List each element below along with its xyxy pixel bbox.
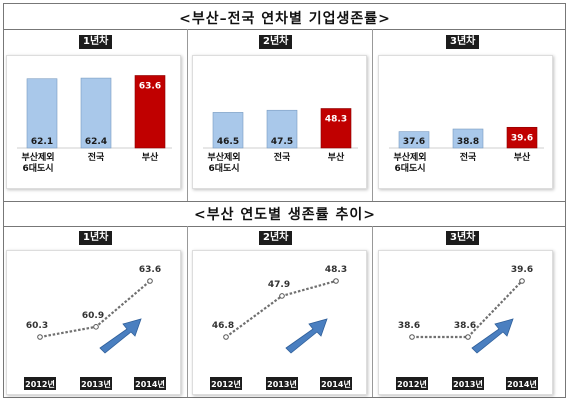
table-frame: [3, 3, 566, 398]
year-tab: [266, 377, 298, 390]
divider: [4, 226, 566, 227]
category-label: 부산제외: [393, 151, 426, 163]
data-point: [519, 278, 525, 284]
point-value-label: 38.6: [398, 321, 420, 331]
category-label: 6대도시: [208, 162, 239, 174]
badge-year1-top: 1년차: [79, 35, 113, 49]
bar-value-label: 39.6: [511, 133, 533, 143]
data-point: [93, 324, 99, 330]
x-tick-label: 2014년: [321, 379, 351, 389]
bar: [26, 78, 58, 149]
divider: [4, 201, 566, 202]
trend-arrow-icon: [99, 318, 142, 354]
category-label: 부산제외: [207, 151, 240, 163]
bar: [452, 128, 484, 149]
trend-arrow-icon: [471, 318, 514, 354]
bar: [134, 75, 166, 149]
bar-chart-year1: 62.1 부산제외 6대도시 62.4 전국 63.6 부산: [6, 55, 181, 189]
x-tick-label: 2012년: [211, 379, 241, 389]
column-divider: [372, 29, 373, 201]
category-label: 부산: [328, 151, 345, 163]
data-point: [279, 293, 285, 299]
column-divider: [372, 226, 373, 397]
line-chart-year3: 38.6 38.6 39.6 2012년 2013년 2014년: [378, 250, 553, 395]
point-value-label: 63.6: [139, 265, 161, 275]
category-label: 부산: [142, 151, 159, 163]
bar: [266, 109, 298, 149]
bottom-title: <부산 연도별 생존률 추이>: [194, 207, 376, 223]
year-tab: [210, 377, 242, 390]
category-label: 6대도시: [22, 162, 53, 174]
data-point: [147, 278, 153, 284]
year-tab: [134, 377, 166, 390]
year-tab: [452, 377, 484, 390]
point-value-label: 38.6: [454, 321, 476, 331]
category-label: 부산: [514, 151, 531, 163]
data-point: [37, 334, 43, 340]
bar-chart-year2: 46.5 부산제외 6대도시 47.5 전국 48.3 부산: [192, 55, 367, 189]
badge-year3-bottom: 3년차: [446, 231, 480, 245]
badge-year3-top: 3년차: [446, 35, 480, 49]
badge-year1-bottom: 1년차: [79, 231, 113, 245]
point-value-label: 46.8: [212, 321, 234, 331]
trend-arrow-icon: [285, 318, 328, 354]
line-chart-svg: 46.8 47.9 48.3 2012년 2013년 2014년: [210, 265, 352, 390]
column-divider: [187, 29, 188, 201]
year-tab: [320, 377, 352, 390]
badge-year2-bottom: 2년차: [259, 231, 293, 245]
point-value-label: 47.9: [268, 280, 290, 290]
category-label: 전국: [88, 151, 105, 163]
divider: [4, 29, 566, 30]
point-value-label: 60.3: [26, 321, 48, 331]
category-label: 부산제외: [21, 151, 54, 163]
bar-value-label: 63.6: [139, 81, 161, 91]
x-tick-label: 2014년: [135, 379, 165, 389]
data-point: [223, 334, 229, 340]
bar-value-label: 37.6: [403, 137, 425, 147]
year-tab: [506, 377, 538, 390]
bar-value-label: 47.5: [271, 137, 293, 147]
column-divider: [187, 226, 188, 397]
line-chart-year2: 46.8 47.9 48.3 2012년 2013년 2014년: [192, 250, 367, 395]
point-value-label: 48.3: [325, 265, 347, 275]
x-tick-label: 2013년: [81, 379, 111, 389]
badge-year2-top: 2년차: [259, 35, 293, 49]
data-point: [333, 278, 339, 284]
line-chart-svg: 60.3 60.9 63.6 2012년 2013년 2014년: [24, 265, 166, 390]
line-chart-year1: 60.3 60.9 63.6 2012년 2013년 2014년: [6, 250, 181, 395]
bar: [212, 112, 244, 149]
bar-value-label: 46.5: [217, 137, 239, 147]
point-value-label: 39.6: [511, 265, 533, 275]
year-tab: [24, 377, 56, 390]
x-tick-label: 2012년: [397, 379, 427, 389]
point-value-label: 60.9: [82, 311, 104, 321]
x-tick-label: 2013년: [453, 379, 483, 389]
bar-value-label: 38.8: [457, 137, 479, 147]
bar: [506, 126, 538, 149]
bar-value-label: 48.3: [325, 115, 347, 125]
category-label: 전국: [460, 151, 477, 163]
category-label: 전국: [274, 151, 291, 163]
bar-value-label: 62.4: [85, 137, 107, 147]
year-tab: [80, 377, 112, 390]
data-point: [465, 334, 471, 340]
bar: [80, 77, 112, 149]
line-chart-svg: 38.6 38.6 39.6 2012년 2013년 2014년: [396, 265, 538, 390]
x-tick-label: 2014년: [507, 379, 537, 389]
year-tab: [396, 377, 428, 390]
bar: [320, 108, 352, 149]
category-label: 6대도시: [394, 162, 425, 174]
top-title: <부산–전국 연차별 기업생존률>: [179, 11, 391, 27]
bar: [398, 131, 430, 149]
x-tick-label: 2013년: [267, 379, 297, 389]
x-tick-label: 2012년: [25, 379, 55, 389]
bar-value-label: 62.1: [31, 137, 53, 147]
bar-chart-year3: 37.6 부산제외 6대도시 38.8 전국 39.6 부산: [378, 55, 553, 189]
data-point: [409, 334, 415, 340]
